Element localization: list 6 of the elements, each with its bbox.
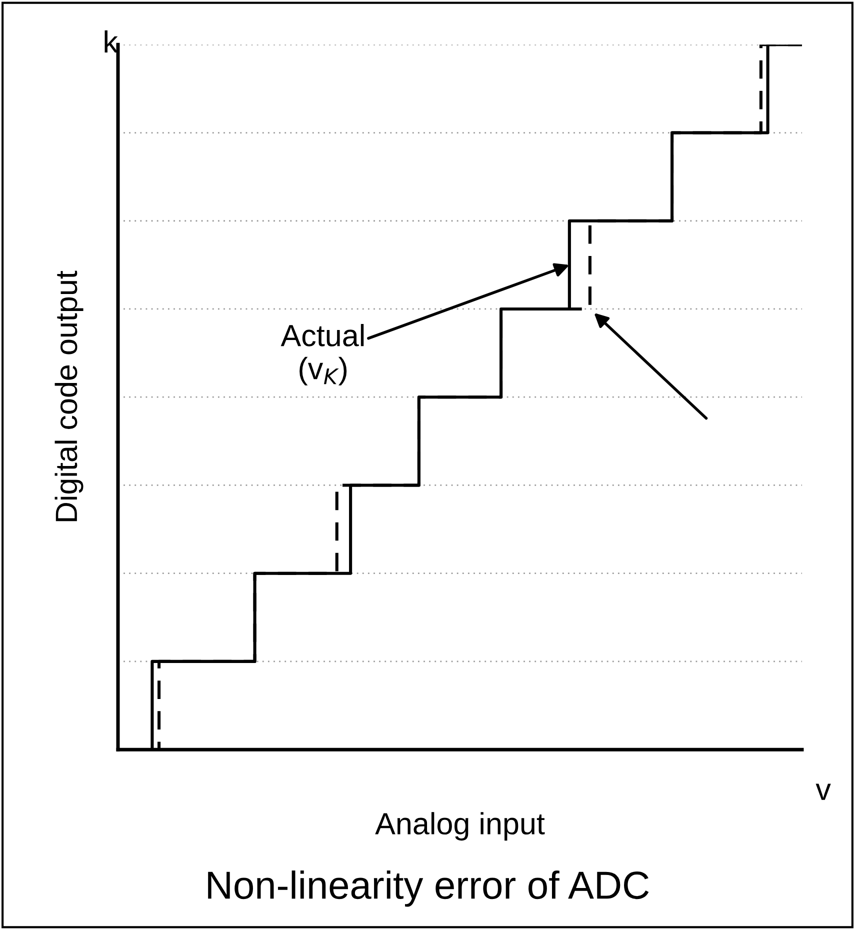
text: v [816, 784, 831, 800]
annotation: Actual (v$_{K}$) [280, 324, 364, 386]
y-axis-title: Digital code output [54, 270, 84, 522]
annotation: k [104, 30, 118, 53]
x-axis-title: Analog input [375, 812, 545, 841]
text: Non-linearity error of ADC [208, 870, 649, 907]
